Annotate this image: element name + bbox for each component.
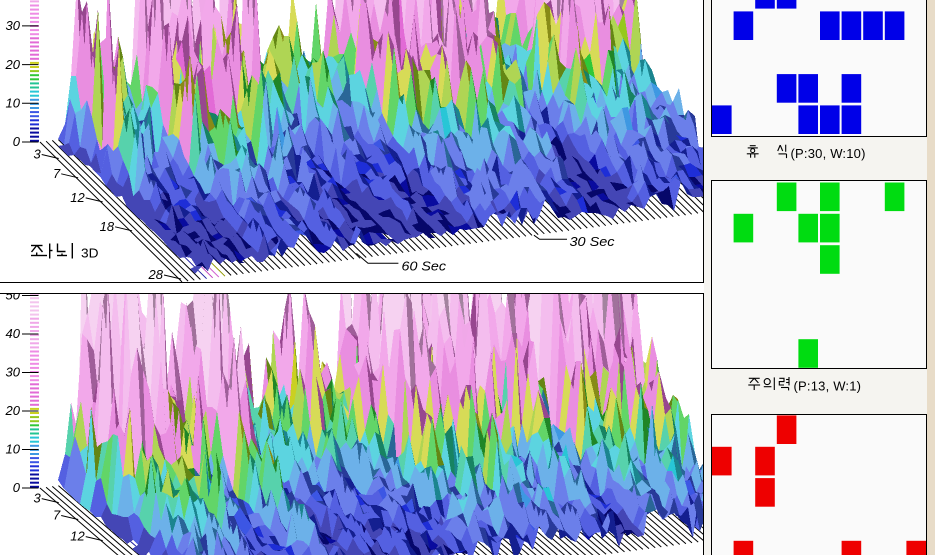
svg-text:(P:30, W:10): (P:30, W:10) [791,146,866,161]
svg-text:10: 10 [6,442,21,457]
svg-text:40: 40 [6,326,21,341]
svg-text:0: 0 [13,480,21,495]
svg-text:0: 0 [13,134,21,149]
svg-text:30: 30 [6,365,21,380]
svg-text:12: 12 [70,190,85,205]
svg-text:7: 7 [53,166,61,181]
svg-text:3: 3 [33,147,41,162]
svg-text:3: 3 [33,491,41,506]
svg-text:18: 18 [100,554,115,555]
svg-text:18: 18 [100,219,115,234]
svg-text:30 Sec: 30 Sec [570,234,616,249]
svg-text:12: 12 [70,529,85,544]
svg-text:20: 20 [5,57,21,72]
svg-text:20: 20 [5,403,21,418]
svg-text:60 Sec: 60 Sec [402,259,447,274]
svg-text:50: 50 [6,288,21,303]
svg-text:28: 28 [148,267,164,282]
svg-text:(P:13, W:1): (P:13, W:1) [794,378,862,393]
svg-text:30: 30 [6,18,21,33]
svg-text:7: 7 [53,508,61,523]
svg-text:3D: 3D [81,246,99,261]
svg-text:10: 10 [6,96,21,111]
